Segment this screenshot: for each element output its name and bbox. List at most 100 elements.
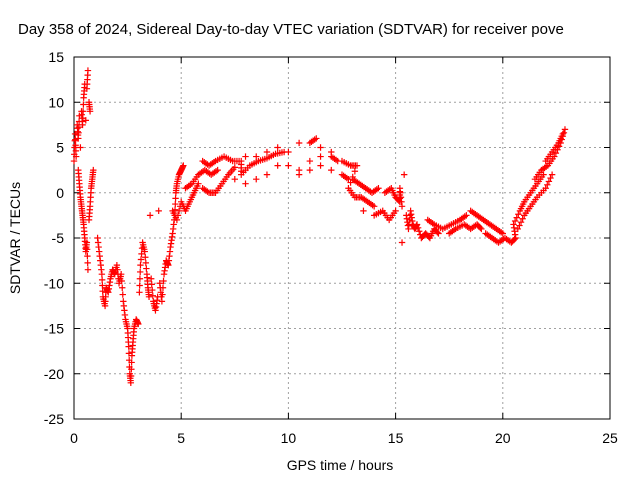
data-point	[242, 153, 249, 160]
data-point	[351, 168, 359, 175]
data-point	[516, 222, 523, 229]
data-point	[328, 166, 335, 174]
data-point	[313, 135, 320, 142]
data-point	[127, 379, 135, 386]
data-point	[353, 162, 361, 169]
data-point	[86, 108, 94, 115]
data-point	[155, 207, 162, 215]
data-point	[551, 153, 558, 160]
data-point	[118, 277, 125, 285]
data-point	[253, 175, 260, 183]
x-tick-labels: 0 5 10 15 20 25	[70, 430, 618, 446]
data-point	[253, 153, 260, 160]
data-point	[172, 195, 179, 202]
x-tick-label: 5	[177, 430, 185, 446]
data-point	[415, 228, 423, 235]
data-point	[75, 135, 82, 142]
data-point	[84, 67, 92, 74]
data-point	[147, 275, 155, 282]
data-point	[75, 123, 83, 131]
data-point	[295, 139, 303, 147]
data-point	[135, 320, 142, 328]
x-tick-label: 25	[602, 430, 618, 446]
data-point	[434, 229, 441, 236]
y-tick-label: -20	[44, 366, 64, 382]
data-point	[274, 144, 281, 151]
data-point	[499, 230, 506, 237]
data-point	[145, 293, 153, 301]
data-point	[79, 108, 87, 115]
data-point	[84, 266, 92, 273]
data-point	[513, 214, 520, 221]
data-point	[159, 284, 167, 291]
data-point	[263, 171, 271, 178]
data-point	[125, 343, 132, 350]
data-point	[83, 239, 91, 246]
data-point	[400, 171, 408, 178]
data-point	[214, 166, 221, 174]
data-point	[542, 185, 549, 192]
data-point	[519, 215, 526, 222]
y-axis-label: SDTVAR / TECUs	[7, 182, 23, 294]
data-point	[72, 136, 79, 143]
data-point	[119, 284, 126, 291]
data-point	[515, 211, 522, 218]
x-tick-label: 15	[388, 430, 404, 446]
x-tick-label: 10	[281, 430, 297, 446]
x-tick-label: 20	[495, 430, 511, 446]
data-point	[160, 277, 167, 285]
y-tick-label: 15	[48, 49, 64, 65]
data-point	[72, 147, 80, 155]
y-tick-label: -15	[44, 321, 64, 337]
y-tick-label: -25	[44, 411, 64, 427]
y-tick-label: 5	[56, 140, 64, 156]
data-point	[175, 207, 183, 215]
data-point	[72, 153, 80, 160]
data-point	[552, 149, 560, 157]
data-point	[119, 291, 126, 298]
data-point	[173, 216, 181, 224]
data-point	[172, 200, 179, 208]
data-point	[231, 175, 238, 183]
data-point	[99, 282, 106, 289]
data-point	[98, 276, 106, 284]
data-point	[137, 256, 145, 263]
data-point	[295, 171, 303, 178]
data-point	[128, 366, 135, 373]
y-tick-label: 10	[48, 94, 64, 110]
data-point	[477, 224, 484, 232]
data-point	[545, 178, 553, 185]
y-tick-label: -10	[44, 275, 64, 291]
data-point	[174, 212, 182, 219]
data-point	[317, 144, 324, 151]
data-point	[413, 221, 421, 228]
data-point	[561, 126, 569, 133]
data-point	[463, 212, 470, 219]
data-point	[306, 166, 314, 174]
data-point	[328, 148, 335, 156]
data-point	[90, 166, 97, 174]
data-point	[317, 162, 324, 169]
data-points	[70, 67, 569, 386]
data-point	[392, 207, 399, 215]
data-point	[77, 144, 84, 151]
data-point	[517, 218, 525, 226]
data-point	[142, 254, 149, 261]
y-tick-label: 0	[56, 185, 64, 201]
data-point	[159, 291, 166, 298]
data-point	[510, 221, 517, 228]
data-point	[306, 157, 314, 165]
x-axis-label: GPS time / hours	[287, 457, 394, 473]
data-point	[83, 246, 91, 253]
data-point	[560, 129, 568, 136]
data-point	[360, 207, 367, 215]
data-point	[478, 225, 485, 233]
data-point	[128, 359, 135, 366]
data-point	[79, 121, 86, 129]
data-point	[347, 179, 354, 186]
data-point	[514, 225, 522, 233]
data-point	[375, 185, 382, 192]
data-point	[70, 157, 78, 165]
data-point	[231, 164, 238, 171]
